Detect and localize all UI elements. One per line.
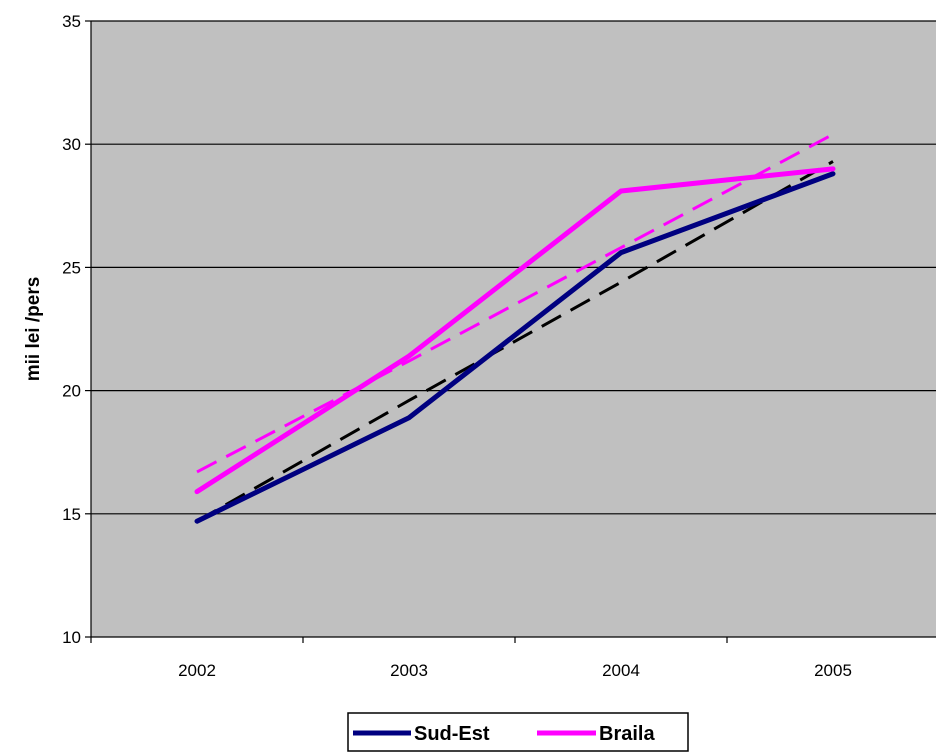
plot-area-background [91,21,936,637]
y-axis-title: mii lei /pers [23,277,44,382]
y-tick-label-15: 15 [62,505,81,524]
trendline-sud-est [196,160,834,523]
series-lines [194,166,836,524]
x-tick-label-2002: 2002 [178,661,216,680]
trendline-braila [196,133,834,474]
series-line-sud-est [194,171,836,524]
y-tick-label-20: 20 [62,382,81,401]
y-tick-label-30: 30 [62,135,81,154]
x-tick-label-2004: 2004 [602,661,640,680]
y-tick-label-25: 25 [62,258,81,277]
y-tick-label-35: 35 [62,12,81,31]
series-line-braila [194,166,836,495]
legend: Sud-Est Braila [347,712,689,752]
trendlines [196,133,834,523]
x-tick-label-2003: 2003 [390,661,428,680]
y-tick-label-10: 10 [62,628,81,647]
x-tick-label-2005: 2005 [814,661,852,680]
grid-lines [91,20,936,515]
legend-label-sud-est: Sud-Est [414,723,490,745]
legend-label-braila: Braila [599,723,655,745]
y-axis-ticks: 10 15 20 25 30 35 [62,12,91,647]
x-axis-ticks: 2002 2003 2004 2005 [90,637,852,680]
